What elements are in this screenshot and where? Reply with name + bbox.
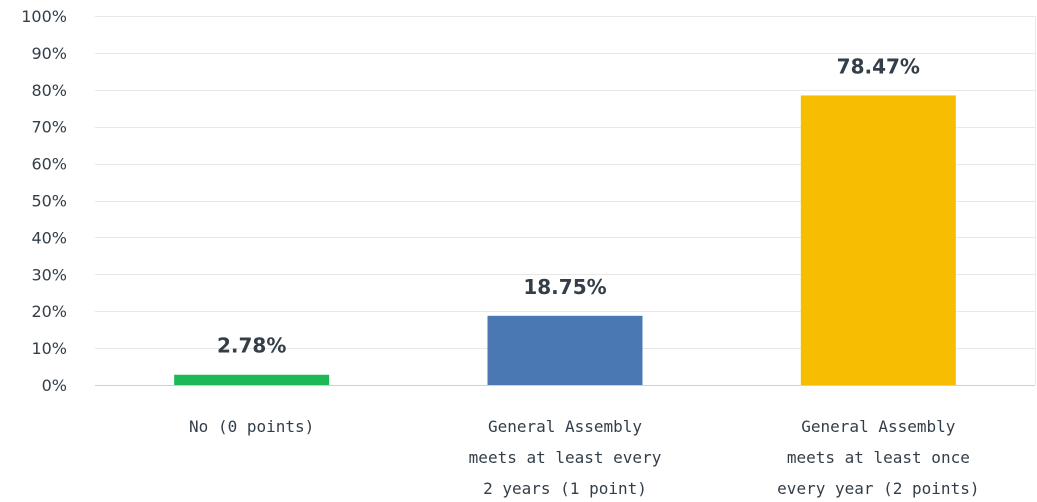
- y-tick-label: 0%: [42, 376, 67, 395]
- x-axis-ticks: No (0 points) General Assembly meets at le…: [189, 417, 979, 498]
- y-tick-label: 50%: [31, 192, 67, 211]
- y-tick-label: 100%: [21, 7, 67, 26]
- x-tick-label: General Assembly meets at least every 2 ye…: [469, 417, 662, 498]
- gridlines: [95, 16, 1036, 386]
- y-tick-label: 70%: [31, 118, 67, 137]
- y-tick-label: 60%: [31, 155, 67, 174]
- data-label: 78.47%: [837, 54, 920, 78]
- y-tick-label: 20%: [31, 302, 67, 321]
- data-label: 18.75%: [523, 275, 606, 299]
- y-tick-label: 80%: [31, 81, 67, 100]
- y-tick-label: 30%: [31, 265, 67, 284]
- bar: [800, 95, 956, 385]
- bar: [174, 374, 330, 385]
- x-tick-label: No (0 points): [189, 417, 314, 436]
- data-labels: 2.78% 18.75% 78.47%: [217, 54, 920, 357]
- bars: [174, 95, 956, 385]
- y-tick-label: 90%: [31, 44, 67, 63]
- bar: [487, 315, 643, 385]
- y-tick-label: 10%: [31, 339, 67, 358]
- y-axis-ticks: 0% 10% 20% 30% 40% 50% 60% 70% 80% 90% 100%: [21, 7, 67, 395]
- y-tick-label: 40%: [31, 228, 67, 247]
- data-label: 2.78%: [217, 334, 286, 358]
- x-tick-label: General Assembly meets at least once every…: [777, 417, 979, 498]
